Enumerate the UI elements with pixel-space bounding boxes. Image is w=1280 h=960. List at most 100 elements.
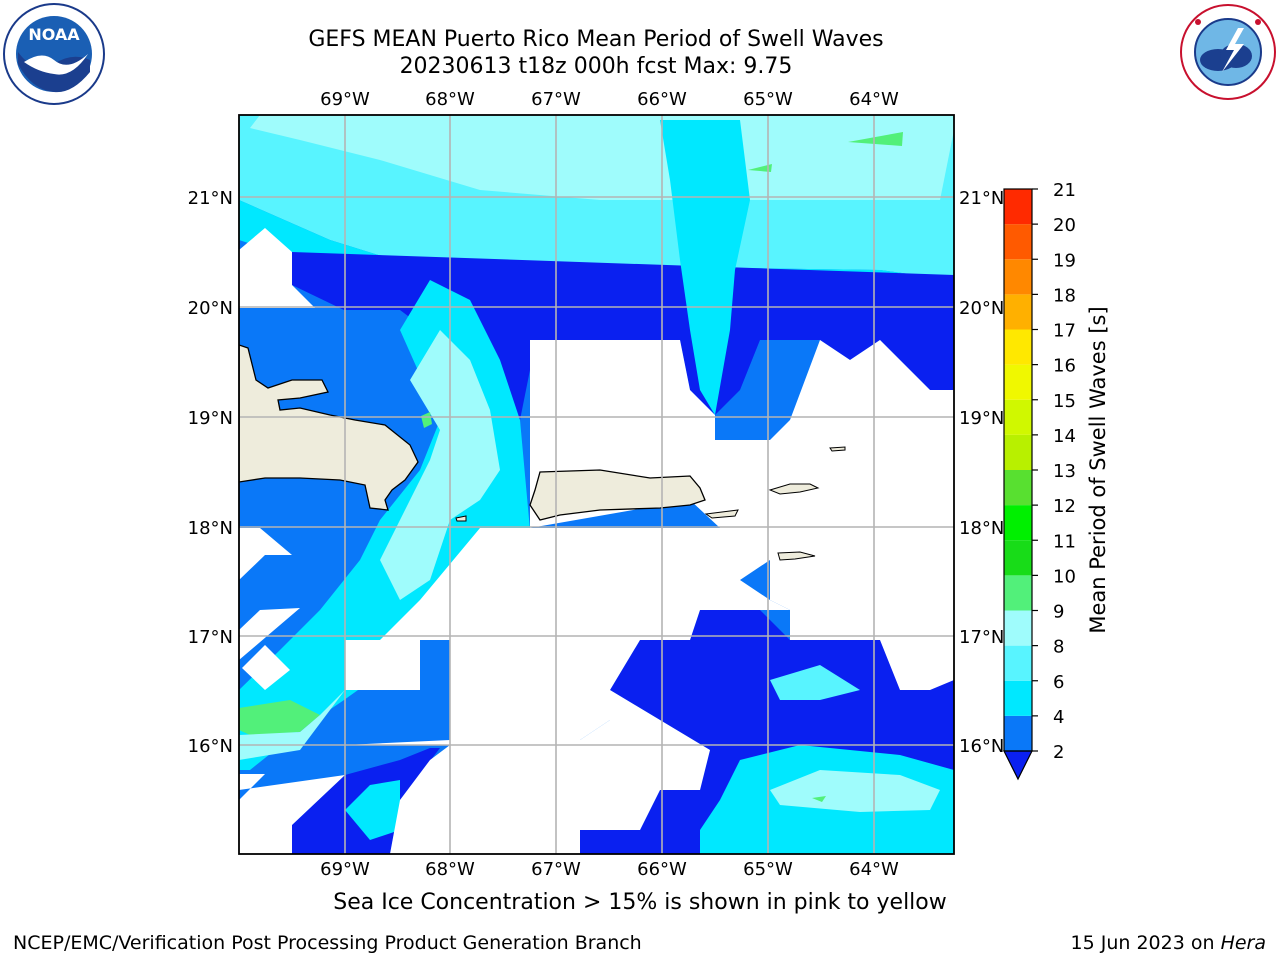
lon-label-top: 68°W <box>425 89 475 110</box>
southwest-green-patch <box>239 700 320 735</box>
st-croix <box>777 551 816 561</box>
anegada <box>829 446 846 452</box>
lon-label-top: 65°W <box>743 89 793 110</box>
south-lightcyan-region <box>770 770 940 812</box>
colorbar-segment <box>1004 610 1032 646</box>
sea-ice-note: Sea Ice Concentration > 15% is shown in … <box>333 890 947 915</box>
lon-labels-top: 69°W 68°W 67°W 66°W 65°W 64°W <box>320 89 899 110</box>
lat-label-left: 20°N <box>188 298 233 319</box>
lon-label-bottom: 65°W <box>743 859 793 880</box>
missing-west-strip <box>239 528 300 660</box>
colorbar-segment <box>1004 224 1032 260</box>
lon-label-top: 69°W <box>320 89 370 110</box>
colorbar-segment <box>1004 364 1032 400</box>
colorbar-segment <box>1004 399 1032 435</box>
graticule <box>239 115 954 854</box>
south-green-dot <box>812 796 826 802</box>
noaa-logo-icon: NOAA <box>3 3 105 105</box>
east-cyan-tongue <box>660 120 750 415</box>
map-frame <box>238 114 955 855</box>
lat-label-left: 21°N <box>188 188 233 209</box>
lon-label-bottom: 64°W <box>849 859 899 880</box>
colorbar-segment <box>1004 329 1032 365</box>
lon-label-top: 67°W <box>531 89 581 110</box>
date-text: 15 Jun 2023 on <box>1070 932 1221 954</box>
colorbar-tick-label: 10 <box>1053 566 1076 587</box>
generation-date: 15 Jun 2023 on Hera <box>1071 932 1266 954</box>
lat-label-right: 21°N <box>959 188 1004 209</box>
southwest-bottom-cyan <box>345 780 400 840</box>
north-swell-patch-1 <box>848 132 903 146</box>
lat-label-right: 16°N <box>959 736 1004 757</box>
lat-labels-left: 21°N 20°N 19°N 18°N 17°N 16°N <box>188 188 233 757</box>
missing-north-west <box>239 228 315 308</box>
colorbar-segment <box>1004 294 1032 330</box>
colorbar-tick-label: 17 <box>1053 321 1076 342</box>
mona-green-patch <box>421 412 432 428</box>
colorbar-label: Mean Period of Swell Waves [s] <box>1086 306 1110 633</box>
lat-label-left: 17°N <box>188 627 233 648</box>
lat-label-left: 16°N <box>188 736 233 757</box>
mona-island <box>455 515 467 522</box>
colorbar-segment <box>1004 505 1032 541</box>
south-mid-cyan <box>770 665 860 700</box>
lon-label-bottom: 66°W <box>637 859 687 880</box>
lat-labels-right: 21°N 20°N 19°N 18°N 17°N 16°N <box>959 188 1004 757</box>
lon-label-bottom: 69°W <box>320 859 370 880</box>
colorbar-segment <box>1004 434 1032 470</box>
colorbar-segment <box>1004 715 1032 751</box>
colorbar-tick-label: 16 <box>1053 356 1076 377</box>
lon-label-bottom: 68°W <box>425 859 475 880</box>
missing-bottom-west <box>239 774 345 854</box>
north-swell-core <box>250 115 954 200</box>
colorbar-segment <box>1004 259 1032 295</box>
colorbar-tick-label: 4 <box>1053 707 1064 728</box>
lon-label-bottom: 67°W <box>531 859 581 880</box>
colorbar-tick-label: 13 <box>1053 461 1076 482</box>
lat-label-right: 20°N <box>959 298 1004 319</box>
lat-label-left: 19°N <box>188 408 233 429</box>
colorbar-tick-label: 12 <box>1053 496 1076 517</box>
colorbar-segment <box>1004 189 1032 225</box>
colorbar-tick-label: 9 <box>1053 602 1064 623</box>
southwest-lightcyan <box>239 690 345 760</box>
vieques-island <box>704 509 739 519</box>
host-name: Hera <box>1220 932 1266 954</box>
colorbar-tick-label: 18 <box>1053 285 1076 306</box>
colorbar-segment <box>1004 470 1032 506</box>
colorbar-tick-label: 20 <box>1053 215 1076 236</box>
colorbar-segment <box>1004 680 1032 716</box>
colorbar: 2 4 6 8 9 10 11 12 13 14 15 16 17 18 19 20 21 <box>1003 180 1076 781</box>
noaa-logo-text: NOAA <box>28 25 80 44</box>
colorbar-segment <box>1004 645 1032 681</box>
colorbar-segment <box>1004 575 1032 611</box>
colorbar-tick-label: 14 <box>1053 426 1076 447</box>
missing-left-diamond <box>242 645 290 690</box>
producer-credit: NCEP/EMC/Verification Post Processing Pr… <box>13 932 642 954</box>
map-title-line-2: 20230613 t18z 000h fcst Max: 9.75 <box>399 54 793 79</box>
missing-south-central <box>345 528 790 740</box>
missing-bottom-mid <box>345 720 710 854</box>
colorbar-tick-label: 21 <box>1053 180 1076 201</box>
missing-south-east-2 <box>880 640 954 690</box>
colorbar-extend-triangle <box>1003 750 1033 781</box>
colorbar-tick-label: 15 <box>1053 391 1076 412</box>
colorbar-segment <box>1004 540 1032 576</box>
missing-south-east <box>770 528 954 640</box>
lat-label-left: 18°N <box>188 518 233 539</box>
mona-lightcyan-core <box>380 330 500 600</box>
colorbar-tick-label: 11 <box>1053 531 1076 552</box>
lon-labels-bottom: 69°W 68°W 67°W 66°W 65°W 64°W <box>320 859 899 880</box>
swell-field <box>239 115 954 854</box>
lon-label-top: 66°W <box>637 89 687 110</box>
lat-label-right: 18°N <box>959 518 1004 539</box>
colorbar-tick-label: 6 <box>1053 672 1064 693</box>
virgin-islands <box>768 483 820 495</box>
colorbar-tick-label: 8 <box>1053 637 1064 658</box>
colorbar-tick-label: 2 <box>1053 742 1064 763</box>
hispaniola-land <box>239 344 419 511</box>
lat-label-right: 17°N <box>959 627 1004 648</box>
map-title-line-1: GEFS MEAN Puerto Rico Mean Period of Swe… <box>308 27 884 52</box>
lon-label-top: 64°W <box>849 89 899 110</box>
